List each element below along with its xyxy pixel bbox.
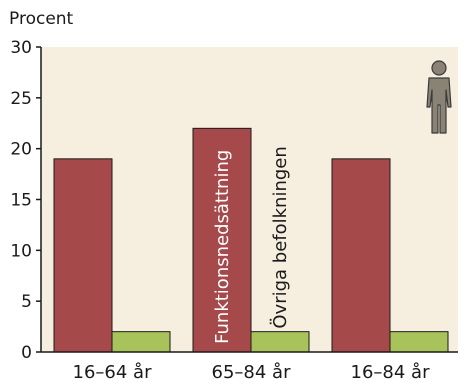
y-axis-label: Procent (9, 9, 74, 29)
series-label: Övriga befolkningen (269, 146, 291, 328)
bar-funktionsnedsattning (192, 127, 252, 353)
bar-ovriga-befolkningen (250, 331, 310, 353)
x-tick-label: 65–84 år (212, 362, 292, 382)
bar-funktionsnedsattning (53, 158, 113, 353)
y-tick-label: 0 (21, 343, 32, 363)
y-tick-label: 15 (10, 191, 32, 211)
y-tick-label: 5 (21, 292, 32, 312)
y-tick-label: 30 (10, 38, 32, 58)
person-icon (426, 60, 452, 134)
y-tick-label: 10 (10, 241, 32, 261)
bar-funktionsnedsattning (331, 158, 391, 353)
bar-ovriga-befolkningen (111, 331, 171, 353)
x-tick-label: 16–64 år (73, 362, 153, 382)
series-label: Funktionsnedsättning (212, 150, 233, 344)
y-tick-label: 25 (10, 89, 32, 109)
bar-ovriga-befolkningen (389, 331, 449, 353)
x-tick-label: 16–84 år (351, 362, 431, 382)
y-tick-label: 20 (10, 140, 32, 160)
